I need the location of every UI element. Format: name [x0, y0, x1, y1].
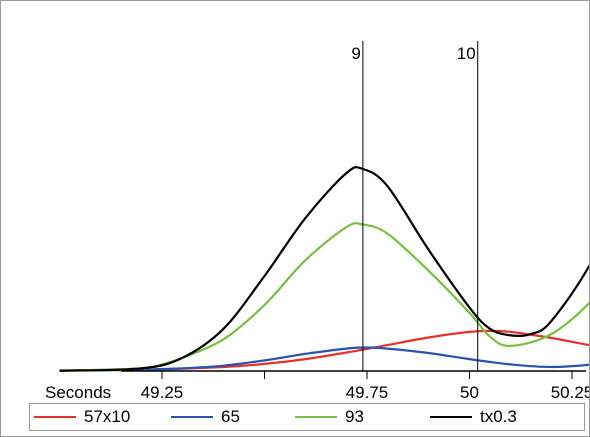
marker-label-10: 10 — [457, 44, 476, 63]
x-tick-label: 50 — [460, 383, 479, 401]
legend-item-65: 65 — [171, 406, 240, 428]
legend-swatch-93 — [295, 416, 337, 418]
legend-item-57x10: 57x10 — [34, 406, 130, 428]
marker-label-9: 9 — [351, 44, 360, 63]
legend-label: 57x10 — [84, 407, 131, 426]
x-tick-label: 49.25 — [141, 383, 184, 401]
marker-layer: 91011 — [351, 41, 479, 371]
legend-item-93: 93 — [295, 406, 364, 428]
series-line-tx0-3 — [59, 166, 589, 372]
series-line-65 — [59, 346, 589, 372]
x-tick-label: 50.25 — [551, 383, 589, 401]
legend-swatch-65 — [171, 416, 213, 418]
series-layer — [59, 166, 589, 372]
legend-label: 65 — [221, 407, 240, 426]
series-line-93 — [59, 222, 589, 372]
legend-item-tx0-3: tx0.3 — [430, 406, 517, 428]
legend-swatch-57x10 — [34, 416, 76, 418]
x-tick-label: 49.75 — [346, 383, 389, 401]
legend-label: 93 — [345, 407, 364, 426]
legend-label: tx0.3 — [480, 407, 517, 426]
legend-swatch-tx0-3 — [430, 416, 472, 418]
legend: 57x10 65 93 tx0.3 — [29, 403, 585, 431]
x-axis-title: Seconds — [45, 383, 111, 401]
series-line-57x10 — [59, 329, 589, 372]
